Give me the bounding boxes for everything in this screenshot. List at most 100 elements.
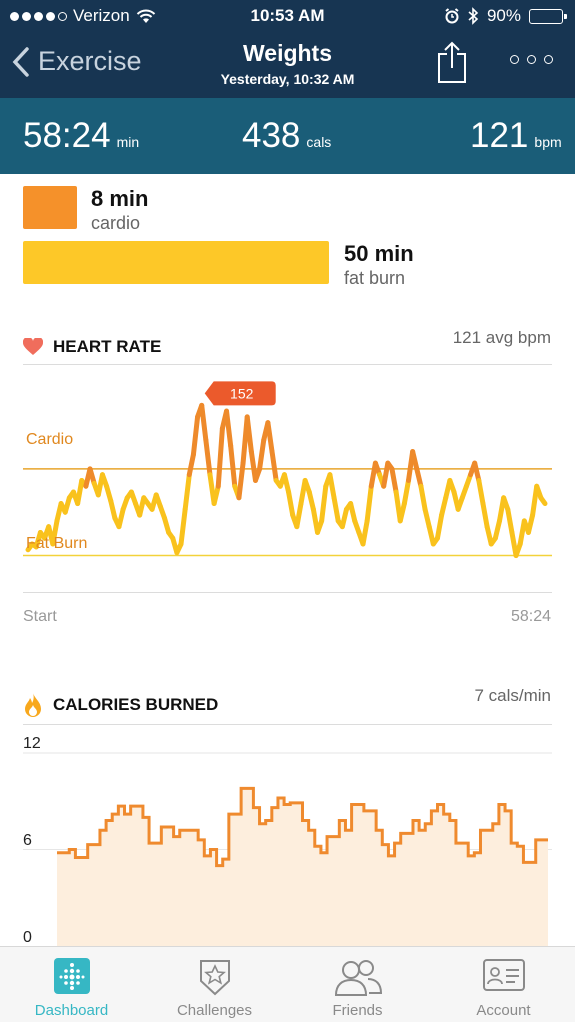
cardio-zone-minutes: 8 min: [91, 186, 149, 211]
heart-rate-segment: [434, 512, 445, 541]
share-icon[interactable]: [436, 40, 468, 84]
duration-unit: min: [116, 134, 140, 150]
tab-account[interactable]: Account: [432, 947, 575, 1022]
heart-rate-segment: [364, 483, 374, 524]
fatburn-zone-label: 50 min fat burn: [344, 241, 414, 289]
heart-rate-segment: [224, 408, 234, 449]
heart-rate-segment: [348, 501, 358, 524]
heart-rate-segment: [257, 437, 267, 472]
calories-title-text: CALORIES BURNED: [53, 695, 219, 714]
dashboard-icon: [53, 958, 90, 994]
heart-rate-segment: [360, 518, 370, 547]
alarm-icon: [445, 8, 459, 24]
more-options-icon[interactable]: [510, 55, 553, 64]
tab-dashboard-label: Dashboard: [34, 1002, 109, 1019]
heart-rate-segment: [339, 506, 349, 530]
calories-title: CALORIES BURNED: [23, 692, 218, 718]
calories-stat: 438 cals: [242, 116, 331, 156]
tab-challenges-label: Challenges: [176, 1002, 253, 1019]
heart-rate-segment: [492, 518, 503, 541]
heart-rate-segment: [161, 515, 172, 535]
battery-icon: [529, 8, 567, 24]
heart-rate-segment: [472, 460, 482, 483]
heart-rate-segment: [186, 451, 196, 478]
duration-value: 58:24: [23, 116, 111, 155]
heart-rate-segment: [199, 402, 209, 443]
heart-rate-avg: 121 avg bpm: [452, 328, 551, 347]
cardio-line-label: Cardio: [26, 431, 74, 448]
heart-rate-segment: [294, 501, 304, 530]
status-bar: Verizon 10:53 AM 90%: [0, 0, 575, 32]
fatburn-zone-minutes: 50 min: [344, 241, 414, 266]
heart-rate-segment: [538, 495, 548, 507]
heart-rate-segment: [286, 489, 296, 518]
heart-rate-segment: [182, 472, 192, 512]
heart-rate-segment: [236, 460, 246, 501]
calories-line: [57, 786, 548, 868]
cardio-zone-bar: [23, 186, 77, 229]
heart-rate-title-text: HEART RATE: [53, 337, 162, 356]
bluetooth-icon: [468, 7, 479, 25]
heart-icon: [23, 338, 43, 355]
heart-rate-segment: [389, 466, 399, 495]
status-right: 90%: [444, 6, 567, 26]
tab-account-label: Account: [476, 1002, 531, 1019]
wifi-icon: [136, 9, 155, 23]
heart-rate-segment: [418, 483, 428, 512]
heart-rate-segment: [104, 483, 114, 504]
flame-icon: [25, 693, 41, 717]
heart-rate-segment: [178, 506, 188, 547]
heart-rate-segment: [525, 512, 536, 535]
heart-rate-segment: [410, 449, 420, 472]
tab-challenges[interactable]: Challenges: [143, 947, 286, 1022]
cardio-zone-label: 8 min cardio: [91, 186, 148, 234]
heart-rate-segment: [211, 483, 221, 507]
clock: 10:53 AM: [250, 6, 325, 25]
fatburn-line-label: Fat Burn: [26, 535, 88, 552]
heart-rate-segment: [75, 477, 85, 507]
summary-bar: 58:24 min 438 cals 121 bpm: [0, 98, 575, 174]
heart-rate-segment: [50, 518, 60, 547]
heart-rate-segment: [422, 506, 432, 530]
tab-dashboard[interactable]: Dashboard: [0, 947, 143, 1022]
heart-rate-segment: [269, 449, 279, 483]
heart-rate-segment: [414, 466, 424, 489]
heart-rate-segment: [108, 498, 118, 521]
chart-end-label: 58:24: [510, 608, 551, 625]
calories-rate: 7 cals/min: [474, 686, 551, 705]
tab-friends[interactable]: Friends: [286, 947, 429, 1022]
signal-icon: [10, 11, 67, 21]
battery-percent: 90%: [486, 6, 521, 25]
heart-rate-segment: [190, 414, 201, 457]
carrier: Verizon: [10, 6, 156, 26]
heart-rate-segment: [331, 495, 341, 524]
heart-rate-unit: bpm: [534, 134, 562, 150]
y-tick: 0: [23, 929, 32, 946]
peak-callout-label: 152: [230, 385, 254, 401]
chart-start-label: Start: [23, 608, 57, 625]
page-subtitle: Yesterday, 10:32 AM: [220, 71, 355, 87]
friends-icon: [334, 960, 382, 996]
heart-rate-segment: [215, 425, 225, 489]
tab-friends-label: Friends: [332, 1002, 383, 1019]
back-button[interactable]: Exercise: [12, 46, 142, 77]
challenges-icon: [199, 960, 230, 996]
heart-rate-segment: [244, 414, 254, 455]
heart-rate-segment: [327, 472, 337, 501]
heart-rate-segment: [505, 506, 515, 535]
page-title: Weights: [242, 40, 333, 66]
heart-rate-chart: 152: [23, 381, 552, 559]
back-label: Exercise: [38, 46, 142, 76]
chevron-left-icon: [12, 46, 29, 77]
heart-rate-segment: [381, 460, 391, 489]
divider: [23, 724, 552, 725]
heart-rate-segment: [265, 420, 275, 455]
peak-callout-bubble: [204, 381, 276, 406]
heart-rate-segment: [203, 437, 213, 478]
account-icon: [482, 959, 525, 991]
heart-rate-title: HEART RATE: [23, 337, 161, 357]
tab-bar: Dashboard Challenges Friends Account: [0, 946, 575, 1022]
fatburn-zone-bar: [23, 241, 329, 284]
heart-rate-segment: [439, 495, 449, 518]
divider: [23, 592, 552, 593]
